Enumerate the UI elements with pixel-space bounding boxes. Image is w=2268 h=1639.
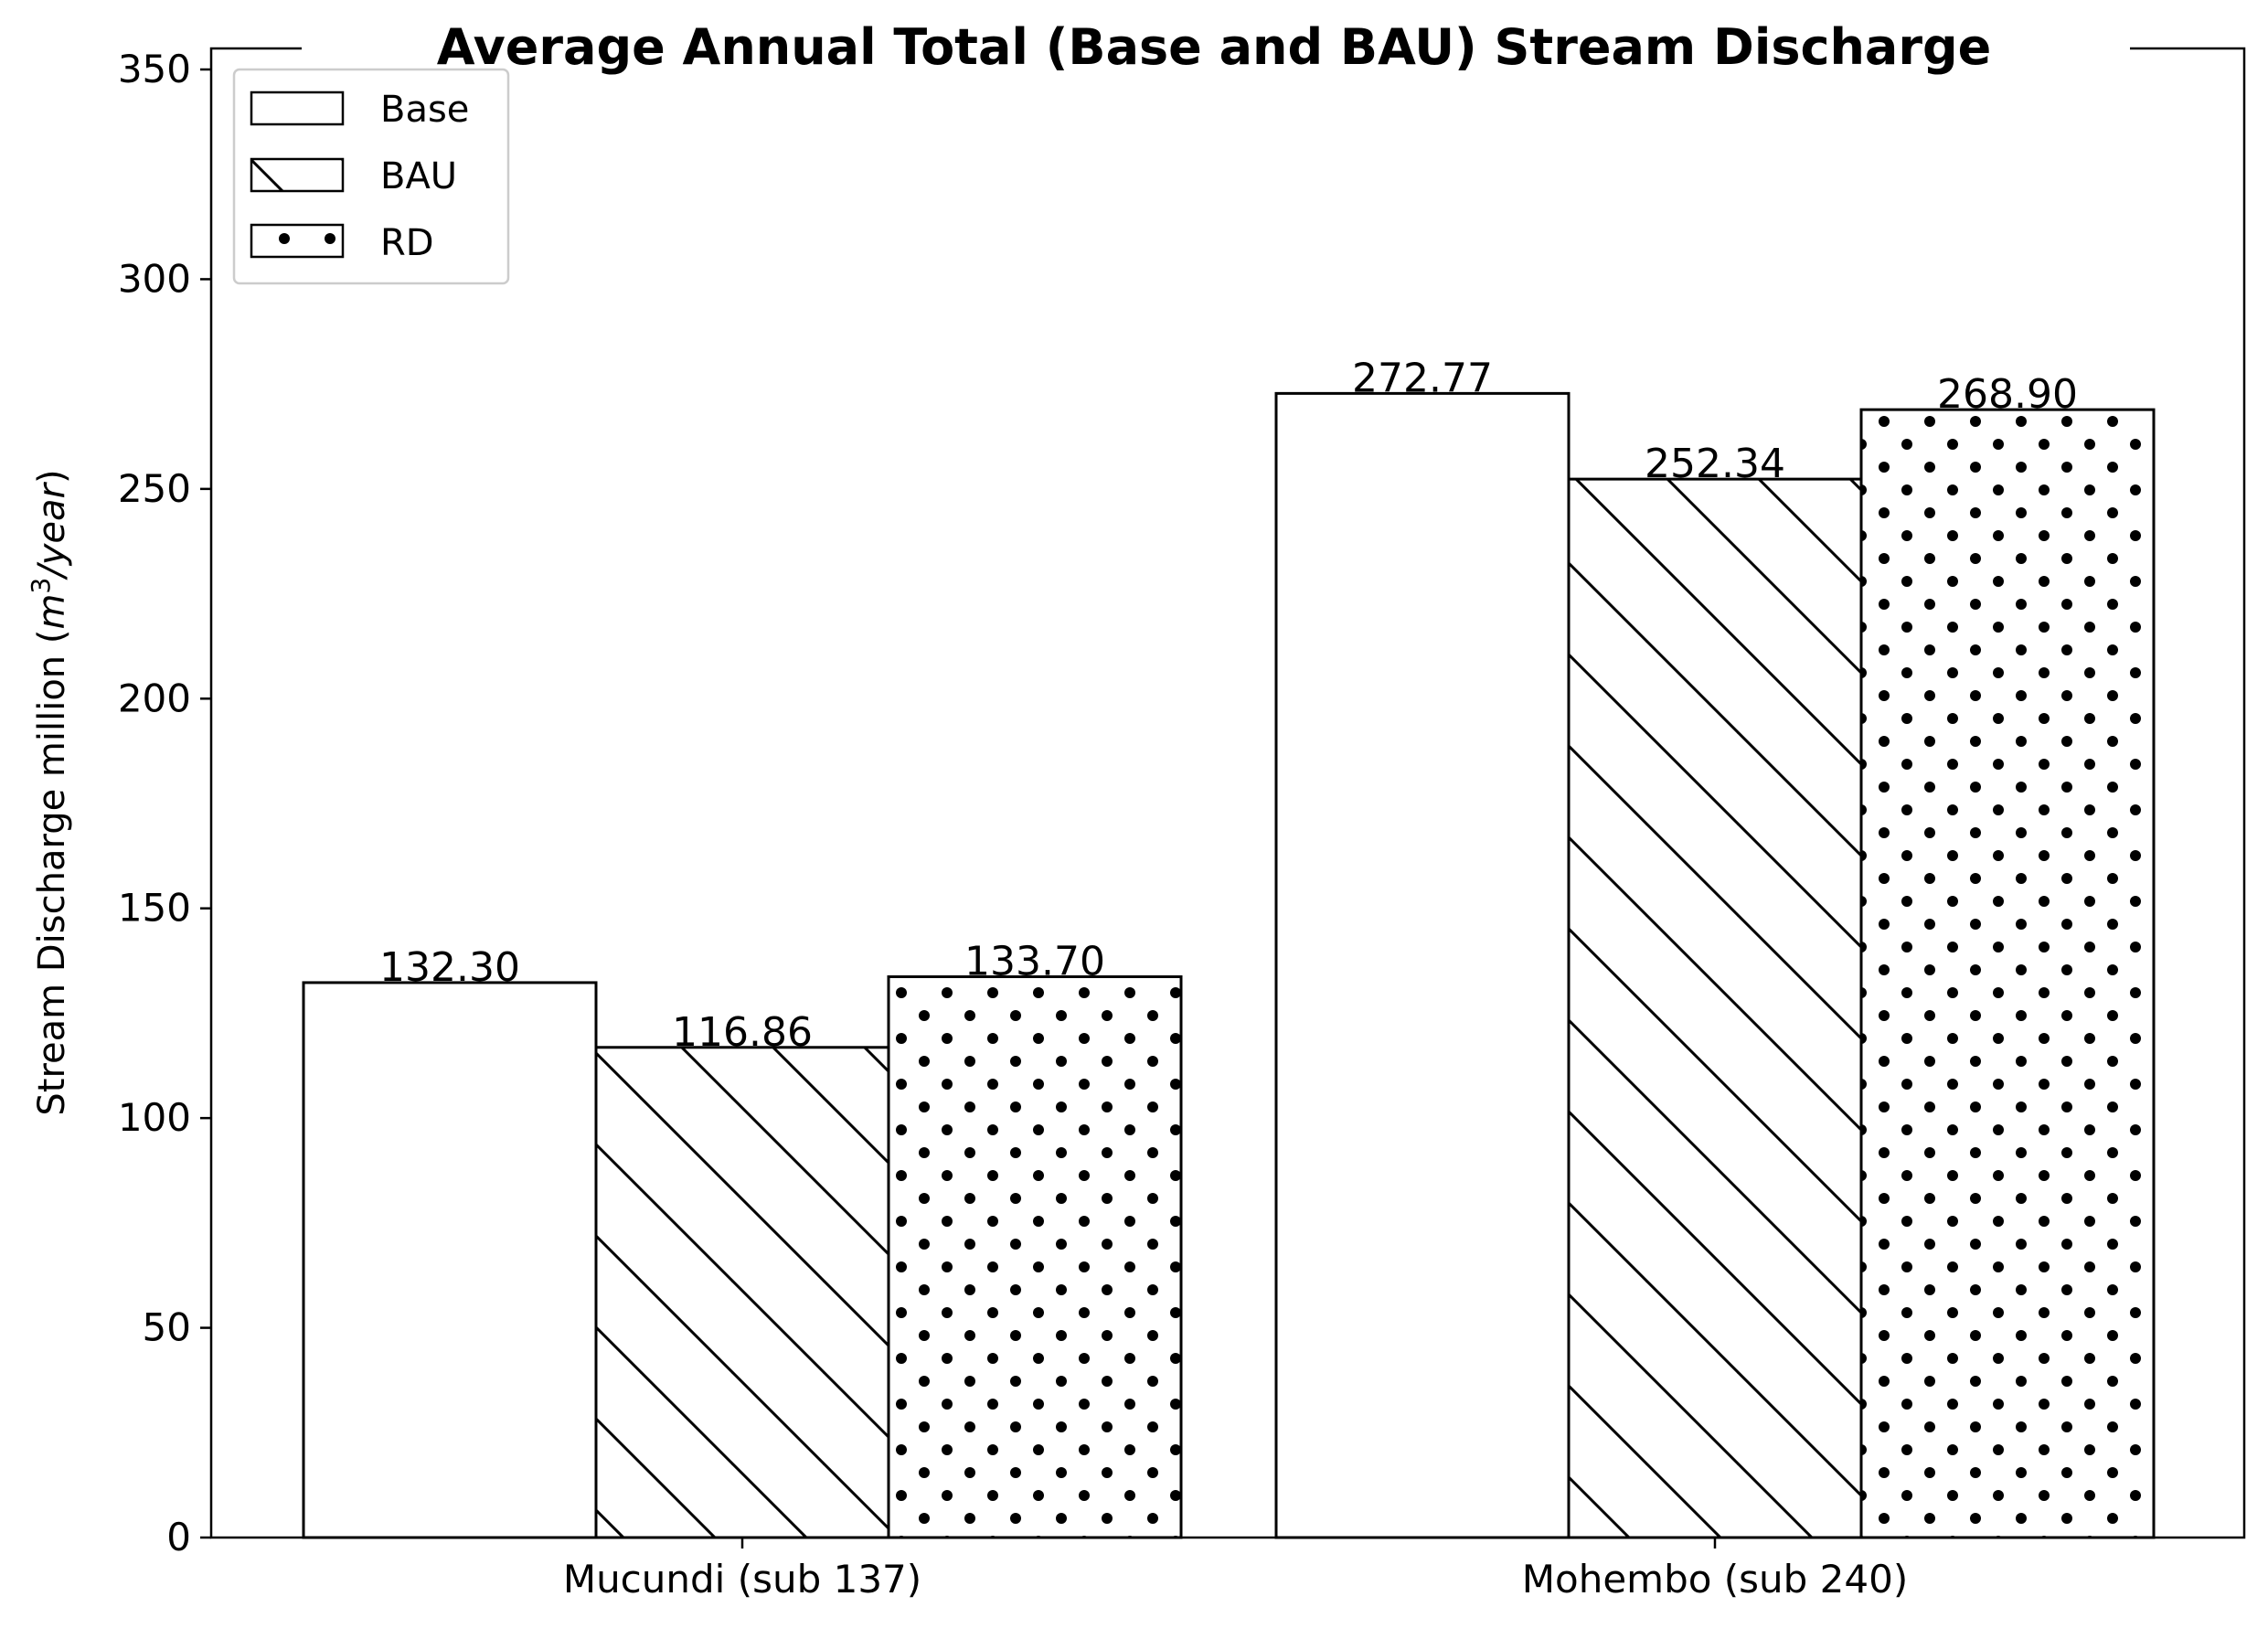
legend-entry-rd: RD bbox=[250, 222, 434, 264]
y-tick-label-4: 200 bbox=[118, 676, 191, 720]
legend-swatch-rd bbox=[250, 223, 345, 259]
legend-swatch-bau bbox=[250, 157, 345, 193]
legend-entry-base: Base bbox=[250, 89, 469, 131]
data-label-bau-0: 116.86 bbox=[672, 1009, 813, 1056]
bars-layer bbox=[302, 391, 2156, 1539]
x-axis: Mucundi (sub 137) Mohembo (sub 240) bbox=[563, 1538, 1908, 1602]
x-tick-label-1: Mohembo (sub 240) bbox=[1522, 1557, 1908, 1602]
y-tick-label-5: 250 bbox=[118, 466, 191, 511]
y-axis: 0 50 100 150 200 250 300 350 bbox=[118, 47, 211, 1559]
legend-swatch-base bbox=[250, 90, 345, 126]
bar-rd-0 bbox=[887, 975, 1183, 1539]
legend-label-rd: RD bbox=[380, 222, 434, 264]
y-tick-label-6: 300 bbox=[118, 256, 191, 301]
chart-title: Average Annual Total (Base and BAU) Stre… bbox=[437, 18, 1992, 76]
bar-base-1 bbox=[1274, 391, 1571, 1539]
y-tick-label-1: 50 bbox=[143, 1305, 191, 1350]
data-label-rd-1: 268.90 bbox=[1937, 371, 2078, 418]
data-label-base-0: 132.30 bbox=[379, 944, 520, 991]
legend: Base BAU RD bbox=[232, 68, 510, 285]
bar-rd-1 bbox=[1859, 408, 2156, 1539]
data-label-base-1: 272.77 bbox=[1352, 355, 1493, 401]
y-tick-label-2: 100 bbox=[118, 1095, 191, 1140]
data-label-bau-1: 252.34 bbox=[1645, 441, 1785, 487]
y-tick-label-0: 0 bbox=[166, 1515, 191, 1559]
bar-bau-0 bbox=[594, 1046, 890, 1539]
legend-label-base: Base bbox=[380, 89, 469, 131]
y-tick-label-7: 350 bbox=[118, 47, 191, 91]
x-tick-label-0: Mucundi (sub 137) bbox=[563, 1557, 921, 1602]
y-tick-label-3: 150 bbox=[118, 886, 191, 931]
y-axis-label: Stream Discharge million (m3/year) bbox=[26, 469, 73, 1115]
bar-bau-1 bbox=[1567, 477, 1863, 1539]
title-background bbox=[302, 18, 2130, 75]
legend-label-bau: BAU bbox=[380, 155, 457, 197]
data-labels-layer: 132.30 116.86 133.70 272.77 252.34 268.90 bbox=[379, 355, 2078, 1055]
legend-entry-bau: BAU bbox=[250, 155, 457, 197]
data-label-rd-0: 133.70 bbox=[964, 939, 1105, 985]
bar-base-0 bbox=[302, 981, 598, 1539]
